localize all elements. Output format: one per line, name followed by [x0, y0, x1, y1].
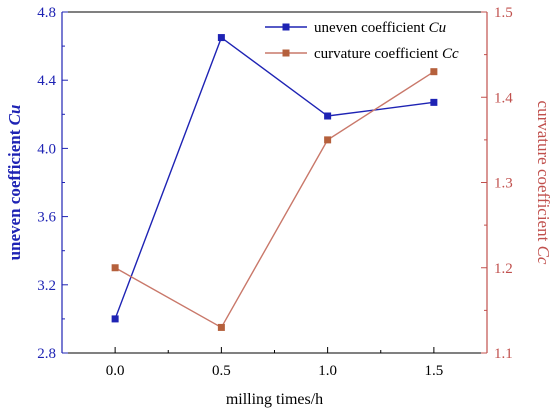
right-y-axis-label: curvature coefficient Cc: [534, 101, 550, 265]
series-point-cc: [217, 323, 225, 331]
legend-marker-cc: [282, 49, 290, 57]
series-point-cu: [324, 112, 332, 120]
right-y-tick-label: 1.1: [494, 346, 513, 362]
x-tick-label: 0.5: [212, 363, 231, 379]
series-line-cc: [114, 71, 435, 329]
left-y-tick-label: 2.8: [37, 346, 56, 362]
series-point-cc: [430, 68, 438, 76]
series-point-cc: [111, 264, 119, 272]
x-axis-label: milling times/h: [226, 391, 323, 408]
x-tick-label: 1.0: [318, 363, 337, 379]
left-y-tick-label: 4.0: [37, 141, 56, 157]
left-y-tick-label: 3.6: [37, 210, 56, 226]
legend: uneven coefficient Cu curvature coefficie…: [265, 20, 459, 62]
x-tick-label: 1.5: [425, 363, 444, 379]
left-y-tick-label: 4.8: [37, 5, 56, 21]
left-y-axis-label: uneven coefficient Cu: [5, 105, 24, 261]
right-y-tick-label: 1.5: [494, 5, 513, 21]
legend-label-cu: uneven coefficient Cu: [314, 20, 446, 36]
series-point-cu: [430, 98, 438, 106]
left-y-tick-label: 3.2: [37, 278, 56, 294]
legend-marker-cu: [282, 23, 290, 31]
axis-layer: 2.8 3.2 3.6 4.0 4.4 4.8 1.1 1.2 1.3 1.4 1.5 0.0 0.5 1…: [5, 5, 550, 408]
legend-label-cc: curvature coefficient Cc: [314, 46, 459, 62]
x-tick-label: 0.0: [106, 363, 125, 379]
series-point-cu: [111, 315, 119, 323]
series-point-cu: [217, 34, 225, 42]
left-y-tick-label: 4.4: [37, 73, 56, 89]
series-line-cu: [114, 36, 434, 320]
right-y-tick-label: 1.3: [494, 176, 513, 192]
right-y-tick-label: 1.2: [494, 261, 513, 277]
series-point-cc: [324, 136, 332, 144]
plot-layer: [111, 34, 438, 331]
right-y-tick-label: 1.4: [494, 90, 513, 106]
